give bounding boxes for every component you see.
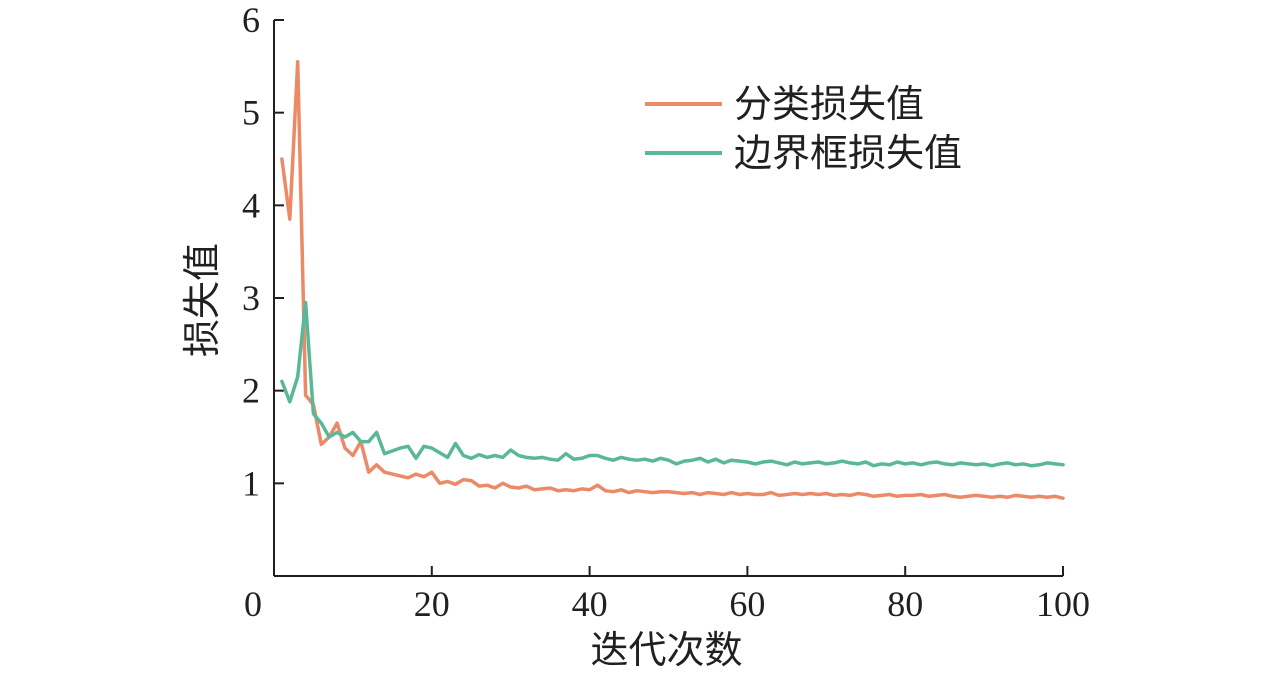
chart-series-lines [280, 59, 1065, 500]
legend-label-1: 分类损失值 [734, 84, 924, 126]
x-tick-label: 60 [729, 584, 765, 624]
series-line-2 [280, 300, 1065, 468]
legend-label-2: 边界框损失值 [734, 133, 962, 175]
series-line-1 [280, 59, 1065, 500]
x-tick-label: 0 [244, 584, 262, 624]
y-tick-label: 2 [242, 371, 260, 411]
y-tick-label: 4 [242, 185, 260, 225]
y-axis-label: 损失值 [182, 243, 224, 357]
x-tick-label: 100 [1036, 584, 1090, 624]
y-tick-label: 5 [242, 93, 260, 133]
x-tick-label: 20 [414, 584, 450, 624]
x-tick-label: 80 [887, 584, 923, 624]
y-tick-label: 1 [242, 463, 260, 503]
x-tick-label: 40 [572, 584, 608, 624]
y-tick-label: 6 [242, 0, 260, 40]
x-axis-label: 迭代次数 [590, 630, 742, 672]
y-tick-label: 3 [242, 278, 260, 318]
